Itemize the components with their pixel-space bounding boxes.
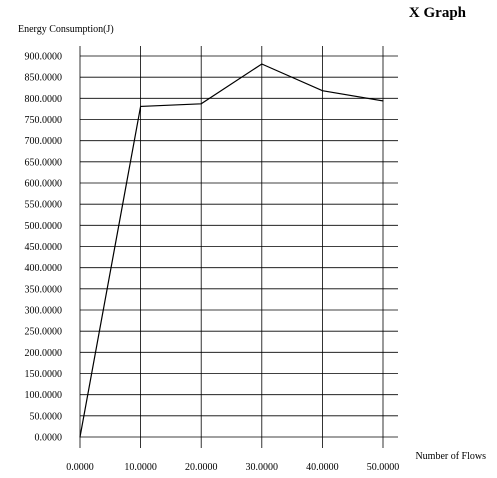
data-point <box>140 105 142 107</box>
y-tick-label: 850.0000 <box>25 73 63 84</box>
y-tick-label: 450.0000 <box>25 242 63 253</box>
y-tick-label: 0.0000 <box>35 433 63 444</box>
y-axis-title: Energy Consumption(J) <box>18 24 114 35</box>
data-point <box>382 100 384 102</box>
y-tick-label: 200.0000 <box>25 348 63 359</box>
y-tick-label: 600.0000 <box>25 179 63 190</box>
series-line <box>79 63 384 438</box>
x-tick-label: 30.0000 <box>246 462 279 473</box>
data-point <box>200 103 202 105</box>
data-point <box>321 90 323 92</box>
x-tick-labels: 0.0000 10.0000 20.0000 30.0000 40.0000 50.000… <box>66 462 399 473</box>
y-tick-label: 800.0000 <box>25 94 63 105</box>
y-tick-label: 350.0000 <box>25 284 63 295</box>
x-tick-label: 50.0000 <box>367 462 400 473</box>
y-tick-label: 750.0000 <box>25 115 63 126</box>
y-tick-label: 100.0000 <box>25 390 63 401</box>
x-axis-title: Number of Flows <box>415 451 486 462</box>
y-tick-label: 700.0000 <box>25 136 63 147</box>
grid <box>79 46 398 448</box>
data-point <box>261 63 263 65</box>
y-tick-label: 150.0000 <box>25 369 63 380</box>
x-tick-label: 10.0000 <box>124 462 157 473</box>
series-group <box>79 63 384 438</box>
y-tick-label: 50.0000 <box>30 411 63 422</box>
y-tick-label: 650.0000 <box>25 157 63 168</box>
chart-title: X Graph <box>409 5 467 21</box>
y-tick-label: 900.0000 <box>25 52 63 63</box>
y-tick-label: 500.0000 <box>25 221 63 232</box>
x-tick-label: 0.0000 <box>66 462 94 473</box>
y-tick-label: 250.0000 <box>25 327 63 338</box>
x-tick-label: 40.0000 <box>306 462 339 473</box>
y-tick-label: 300.0000 <box>25 306 63 317</box>
data-point <box>79 436 81 438</box>
y-tick-label: 400.0000 <box>25 263 63 274</box>
x-tick-label: 20.0000 <box>185 462 218 473</box>
y-tick-labels: 0.0000 50.0000 100.0000 150.0000 200.0000 250… <box>25 52 63 444</box>
y-tick-label: 550.0000 <box>25 200 63 211</box>
